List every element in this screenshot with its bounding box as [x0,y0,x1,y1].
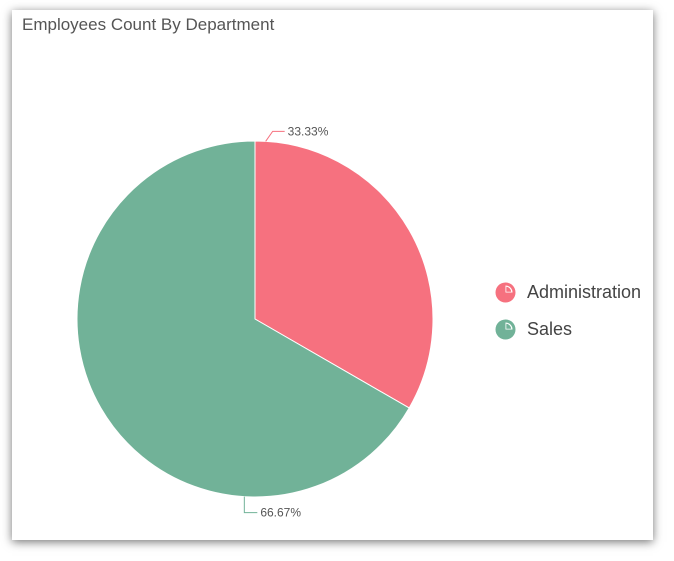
chart-card: Employees Count By Department 33.33% 66.6… [12,10,653,540]
data-label-connector [265,130,285,142]
pie-legend-icon [495,282,516,303]
legend-label: Sales [527,319,573,339]
pie-chart: 33.33% 66.67% [76,124,434,520]
legend-item-administration[interactable]: Administration [495,274,641,311]
pie-legend-icon [495,319,516,340]
legend-item-sales[interactable]: Sales [495,311,641,348]
pie-slice-sales[interactable] [76,140,410,498]
data-label-sales: 66.67% [260,506,301,520]
data-label-administration: 33.33% [288,124,329,138]
legend: Administration Sales [495,274,641,348]
data-label-connector [243,496,258,514]
chart-title: Employees Count By Department [22,15,275,34]
pie-slice-administration[interactable] [254,140,434,409]
legend-label: Administration [527,282,642,302]
